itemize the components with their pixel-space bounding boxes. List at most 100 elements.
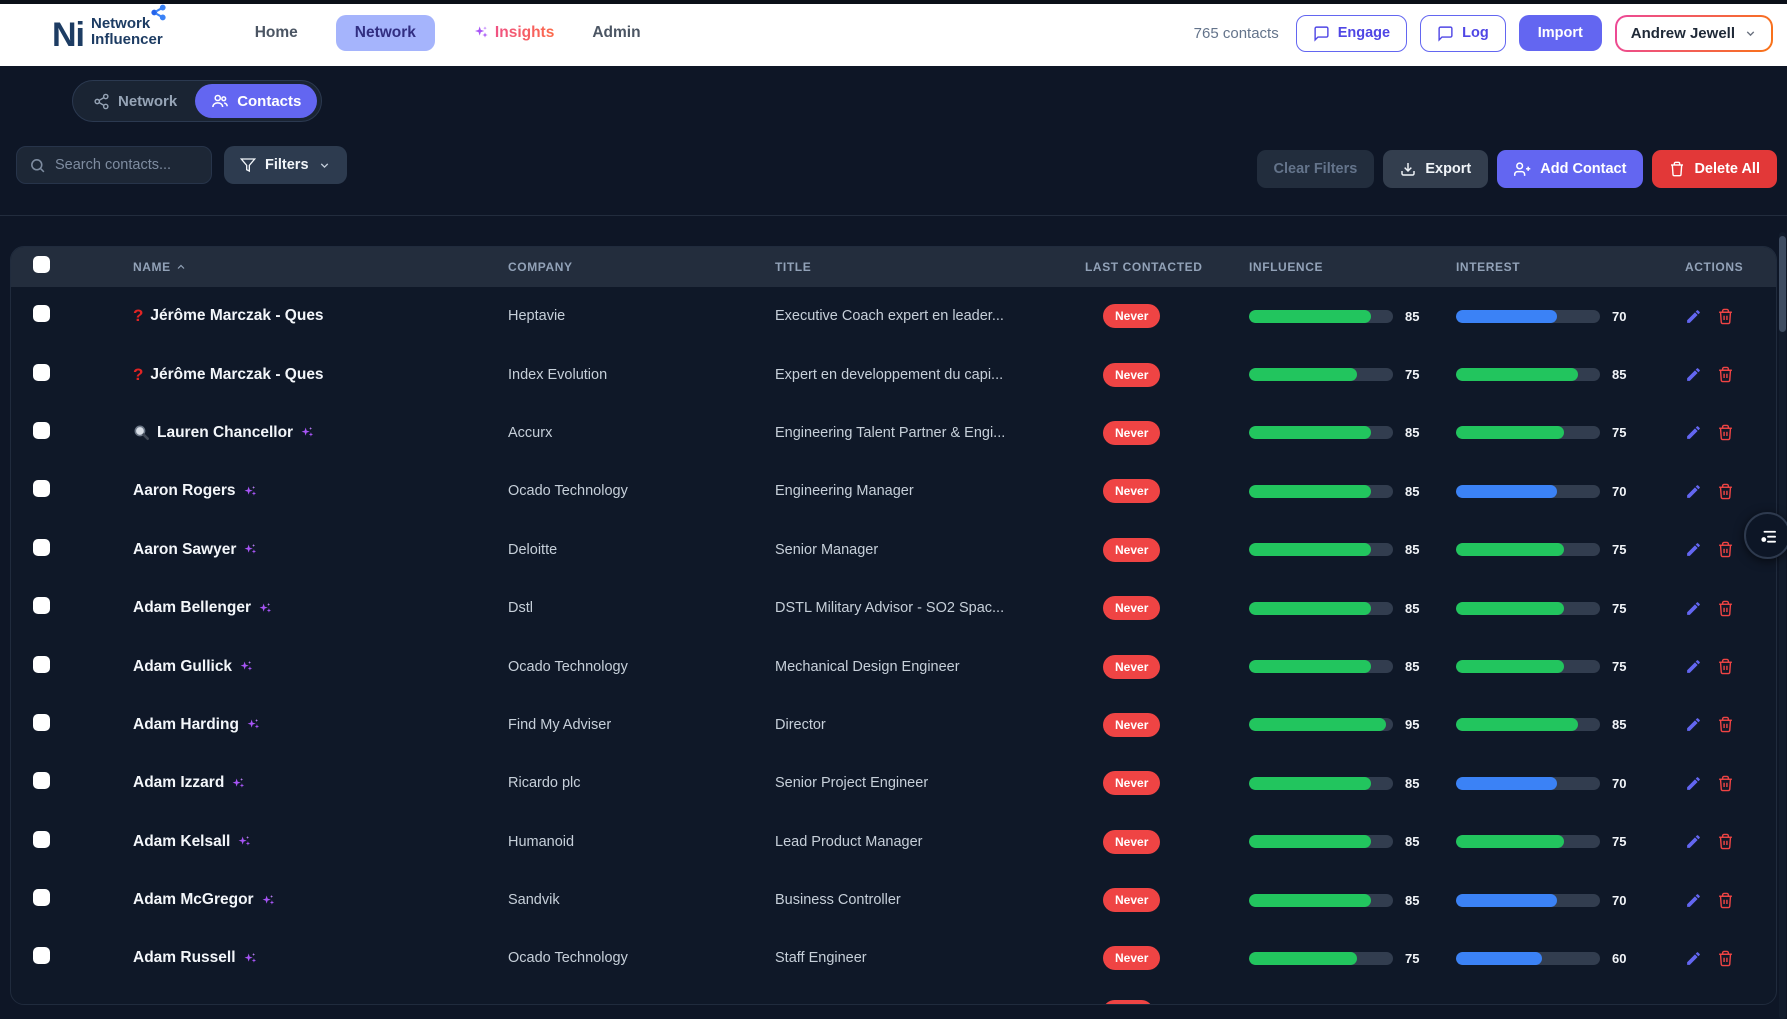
column-header-interest[interactable]: INTEREST [1445, 260, 1667, 274]
contact-company: Ocado Technology [496, 483, 763, 499]
column-header-last-contacted[interactable]: LAST CONTACTED [1073, 260, 1238, 274]
edit-button[interactable] [1685, 424, 1702, 441]
select-all-checkbox[interactable] [33, 256, 50, 273]
row-checkbox[interactable] [33, 539, 50, 556]
delete-button[interactable] [1717, 950, 1734, 967]
interest-value: 70 [1612, 484, 1626, 499]
delete-all-button[interactable]: Delete All [1652, 150, 1777, 188]
influence-cell: 85 [1238, 309, 1445, 324]
interest-cell: 70 [1445, 484, 1667, 499]
edit-button[interactable] [1685, 541, 1702, 558]
row-checkbox[interactable] [33, 889, 50, 906]
nav-insights[interactable]: Insights [473, 24, 554, 42]
table-row[interactable]: ? Jérôme Marczak - Ques Index Evolution … [11, 345, 1776, 403]
toggle-contacts[interactable]: Contacts [195, 84, 317, 118]
row-checkbox[interactable] [33, 714, 50, 731]
interest-cell: 75 [1445, 659, 1667, 674]
edit-button[interactable] [1685, 308, 1702, 325]
contact-panel-float-button[interactable] [1744, 512, 1787, 559]
interest-bar [1456, 310, 1600, 323]
edit-button[interactable] [1685, 366, 1702, 383]
row-checkbox[interactable] [33, 772, 50, 789]
row-checkbox[interactable] [33, 597, 50, 614]
engage-button[interactable]: Engage [1296, 15, 1407, 52]
edit-button[interactable] [1685, 775, 1702, 792]
contact-title: Business Controller [763, 892, 1073, 908]
last-contacted-badge: Never [1103, 888, 1160, 912]
row-checkbox[interactable] [33, 305, 50, 322]
delete-button[interactable] [1717, 658, 1734, 675]
delete-button[interactable] [1717, 424, 1734, 441]
vertical-scrollbar[interactable] [1779, 232, 1786, 1019]
table-row[interactable]: ? Jérôme Marczak - Ques Heptavie Executi… [11, 287, 1776, 345]
export-button[interactable]: Export [1383, 150, 1488, 188]
column-header-company[interactable]: COMPANY [496, 260, 763, 274]
nav-network[interactable]: Network [336, 15, 435, 51]
edit-button[interactable] [1685, 658, 1702, 675]
row-actions [1667, 424, 1776, 441]
table-row[interactable]: Adam Izzard Ricardo plc Senior Project E… [11, 754, 1776, 812]
column-header-influence[interactable]: INFLUENCE [1238, 260, 1445, 274]
table-row[interactable]: Aaron Sawyer Deloitte Senior Manager Nev… [11, 521, 1776, 579]
nav-admin[interactable]: Admin [592, 24, 640, 42]
edit-button[interactable] [1685, 950, 1702, 967]
app-logo[interactable]: Ni Network Influencer [52, 16, 163, 50]
column-header-name[interactable]: NAME [121, 260, 496, 274]
table-row[interactable]: Lauren Chancellor Accurx Engineering Tal… [11, 404, 1776, 462]
add-contact-button[interactable]: Add Contact [1497, 150, 1643, 188]
row-checkbox[interactable] [33, 364, 50, 381]
row-checkbox[interactable] [33, 480, 50, 497]
scrollbar-thumb[interactable] [1779, 236, 1786, 332]
edit-button[interactable] [1685, 600, 1702, 617]
import-button[interactable]: Import [1519, 15, 1602, 51]
sparkles-icon [261, 893, 276, 908]
sparkles-icon [231, 776, 246, 791]
edit-button[interactable] [1685, 833, 1702, 850]
delete-button[interactable] [1717, 716, 1734, 733]
influence-cell: 85 [1238, 542, 1445, 557]
influence-bar [1249, 835, 1393, 848]
interest-value: 75 [1612, 834, 1626, 849]
row-actions [1667, 716, 1776, 733]
edit-icon [1685, 424, 1702, 441]
table-row[interactable]: Adam Harding Find My Adviser Director Ne… [11, 696, 1776, 754]
chat-icon [1313, 25, 1330, 42]
clear-filters-button[interactable]: Clear Filters [1257, 150, 1375, 188]
user-menu-button[interactable]: Andrew Jewell [1615, 15, 1773, 52]
delete-button[interactable] [1717, 775, 1734, 792]
table-row[interactable]: Aaron Rogers Ocado Technology Engineerin… [11, 462, 1776, 520]
contact-name-cell: ? Jérôme Marczak - Ques [121, 365, 496, 385]
table-row[interactable]: Adam Bellenger Dstl DSTL Military Adviso… [11, 579, 1776, 637]
delete-button[interactable] [1717, 483, 1734, 500]
row-checkbox[interactable] [33, 656, 50, 673]
interest-value: 60 [1612, 951, 1626, 966]
column-header-title[interactable]: TITLE [763, 260, 1073, 274]
delete-button[interactable] [1717, 308, 1734, 325]
edit-button[interactable] [1685, 892, 1702, 909]
table-row[interactable]: Adam Gullick Ocado Technology Mechanical… [11, 637, 1776, 695]
nav-home[interactable]: Home [255, 24, 298, 42]
edit-icon [1685, 892, 1702, 909]
delete-button[interactable] [1717, 366, 1734, 383]
log-button[interactable]: Log [1420, 15, 1506, 52]
sparkles-icon [243, 484, 258, 499]
search-input[interactable] [55, 157, 195, 173]
delete-button[interactable] [1717, 541, 1734, 558]
delete-button[interactable] [1717, 600, 1734, 617]
delete-button[interactable] [1717, 892, 1734, 909]
toggle-network[interactable]: Network [77, 84, 193, 118]
delete-button[interactable] [1717, 833, 1734, 850]
influence-bar [1249, 718, 1393, 731]
edit-button[interactable] [1685, 716, 1702, 733]
row-checkbox[interactable] [33, 422, 50, 439]
row-checkbox[interactable] [33, 831, 50, 848]
table-row[interactable]: Adam Russell Ocado Technology Staff Engi… [11, 929, 1776, 987]
table-row[interactable]: Adam McGregor Sandvik Business Controlle… [11, 871, 1776, 929]
table-row[interactable]: Adam Kelsall Humanoid Lead Product Manag… [11, 813, 1776, 871]
chat-icon [1437, 25, 1454, 42]
edit-button[interactable] [1685, 483, 1702, 500]
row-checkbox[interactable] [33, 947, 50, 964]
section-divider [0, 215, 1787, 216]
contact-name: Adam Kelsall [133, 833, 230, 851]
filters-button[interactable]: Filters [224, 146, 347, 184]
